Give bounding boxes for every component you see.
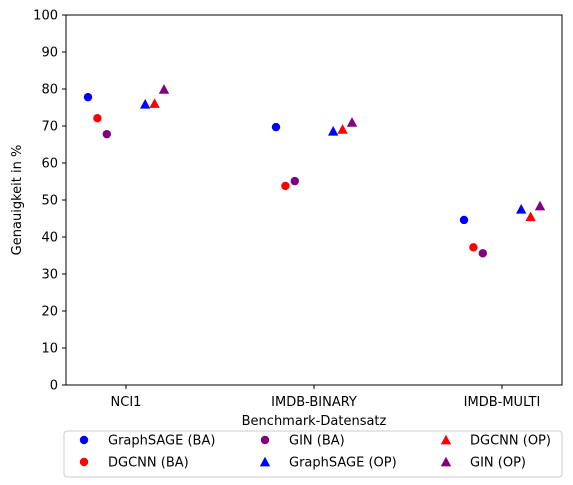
data-point bbox=[102, 129, 112, 139]
x-tick-label: IMDB-MULTI bbox=[464, 395, 541, 410]
x-tick-label: IMDB-BINARY bbox=[271, 395, 357, 410]
legend-marker bbox=[260, 435, 270, 445]
x-tick-label: NCI1 bbox=[111, 395, 142, 410]
data-point bbox=[83, 92, 93, 102]
data-point bbox=[149, 98, 160, 108]
legend-marker bbox=[440, 434, 452, 445]
plot-area bbox=[65, 14, 563, 386]
y-tick-label: 40 bbox=[41, 231, 58, 246]
y-tick-label: 30 bbox=[41, 268, 58, 283]
data-point bbox=[290, 176, 299, 186]
x-axis: NCI1 IMDB-BINARY IMDB-MULTI bbox=[111, 385, 541, 410]
legend-label: GIN (OP) bbox=[470, 456, 526, 471]
data-point bbox=[328, 125, 339, 136]
data-point bbox=[337, 124, 348, 134]
y-tick-label: 50 bbox=[41, 194, 58, 209]
legend-marker bbox=[79, 435, 89, 445]
legend-label: DGCNN (OP) bbox=[470, 434, 551, 449]
y-tick-label: 100 bbox=[33, 9, 58, 24]
data-point bbox=[459, 215, 469, 225]
x-axis-label: Benchmark-Datensatz bbox=[242, 414, 387, 429]
legend-label: DGCNN (BA) bbox=[108, 456, 189, 471]
y-tick-label: 60 bbox=[41, 157, 58, 172]
data-point bbox=[93, 114, 102, 123]
data-point bbox=[158, 84, 170, 94]
legend-frame bbox=[63, 430, 563, 478]
y-tick-label: 80 bbox=[41, 83, 58, 98]
legend-marker bbox=[440, 456, 452, 467]
y-axis-label: Genauigkeit in % bbox=[10, 145, 25, 256]
y-tick-label: 10 bbox=[41, 342, 58, 357]
data-point bbox=[478, 249, 487, 258]
legend-marker bbox=[79, 457, 89, 467]
data-point bbox=[516, 204, 527, 214]
data-point bbox=[534, 200, 546, 211]
y-tick-label: 90 bbox=[41, 46, 58, 61]
data-point bbox=[281, 181, 290, 191]
legend-label: GraphSAGE (OP) bbox=[289, 456, 397, 471]
data-point bbox=[346, 117, 358, 127]
legend: GraphSAGE (BA) DGCNN (BA) GIN (BA) GraphSAG… bbox=[63, 430, 563, 478]
data-point bbox=[525, 211, 536, 222]
legend-marker bbox=[259, 456, 271, 467]
legend-label: GraphSAGE (BA) bbox=[108, 434, 215, 449]
y-tick-label: 70 bbox=[41, 120, 58, 135]
legend-label: GIN (BA) bbox=[289, 434, 345, 449]
data-point bbox=[140, 98, 151, 109]
y-tick-label: 0 bbox=[50, 379, 58, 394]
y-axis: 0 10 20 30 40 50 60 70 80 90 100 bbox=[33, 9, 66, 394]
y-tick-label: 20 bbox=[41, 305, 58, 320]
data-point bbox=[271, 122, 281, 132]
data-points bbox=[83, 84, 546, 258]
data-point bbox=[469, 243, 478, 252]
